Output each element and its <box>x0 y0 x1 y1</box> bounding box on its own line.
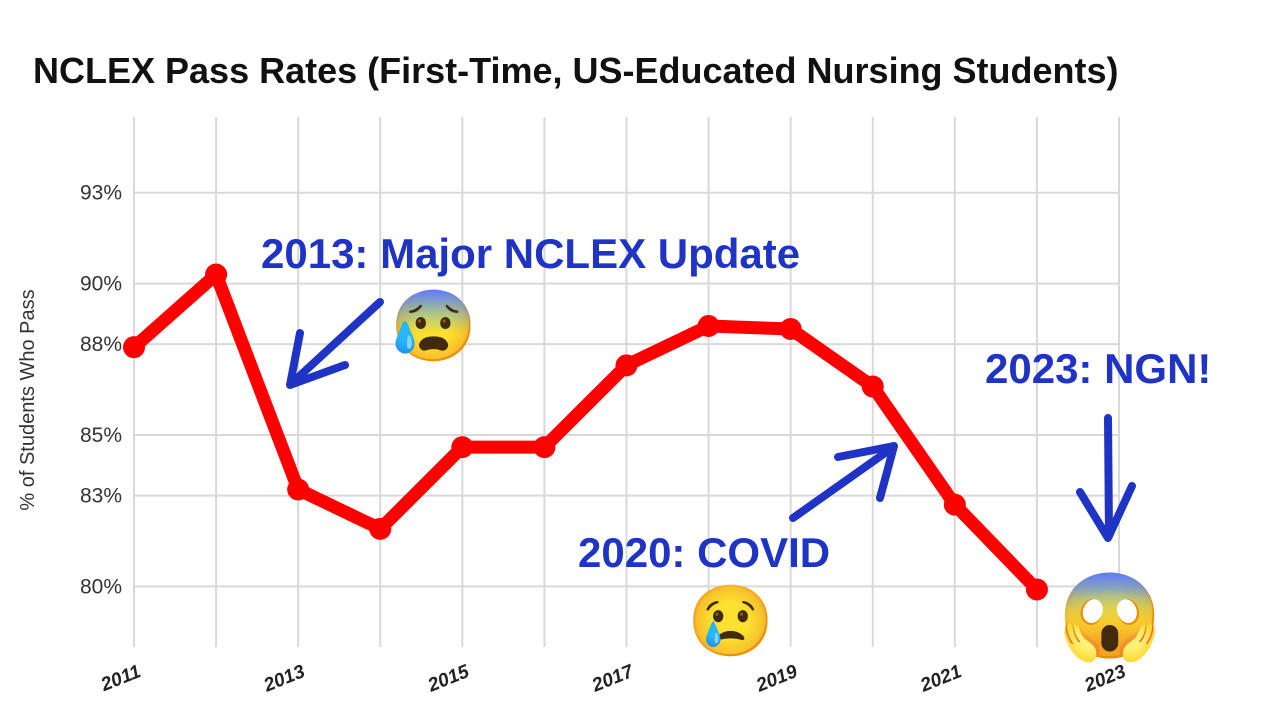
chart-title: NCLEX Pass Rates (First-Time, US-Educate… <box>33 50 1119 91</box>
data-point <box>287 478 310 501</box>
anxious-face-emoji-glyph: 😰 <box>390 287 477 365</box>
annotation-2020-text: 2020: COVID <box>578 529 830 576</box>
y-tick-label: 80% <box>80 575 122 598</box>
series-line <box>127 268 1044 596</box>
x-tick-label: 2015 <box>424 661 472 697</box>
x-tick-label: 2013 <box>260 661 308 697</box>
crying-face-emoji: 😢 <box>687 582 774 660</box>
y-tick-label: 83% <box>80 485 122 508</box>
annotation-2023-text: 2023: NGN! <box>985 345 1211 392</box>
x-tick-label: 2011 <box>97 661 144 696</box>
data-point <box>1025 578 1048 601</box>
data-point <box>205 263 228 286</box>
data-point <box>943 493 966 516</box>
data-point <box>861 375 884 398</box>
data-point <box>533 436 556 459</box>
x-tick-label: 2019 <box>753 661 801 697</box>
data-point <box>451 436 474 459</box>
y-axis-label: % of Students Who Pass <box>17 289 39 510</box>
x-tick-label: 2017 <box>588 661 637 697</box>
annotation-arrow-2013 <box>286 298 384 389</box>
y-tick-label: 88% <box>80 333 122 356</box>
y-tick-label: 90% <box>80 273 122 296</box>
annotation-2013-text: 2013: Major NCLEX Update <box>261 230 800 277</box>
screaming-face-emoji-glyph: 😱 <box>1058 569 1163 666</box>
x-tick-label: 2021 <box>917 661 965 697</box>
series-group <box>123 263 1048 601</box>
annotation-arrow-2020 <box>789 442 898 522</box>
data-point <box>615 354 638 377</box>
x-tick-label: 2023 <box>1081 661 1129 697</box>
x-axis-ticks: 2011 2013 2015 2017 2019 2021 2023 <box>97 661 1129 697</box>
annotation-arrow-2023 <box>1076 414 1136 542</box>
y-tick-label: 93% <box>80 182 122 205</box>
screaming-face-emoji: 😱 <box>1058 569 1163 666</box>
y-axis-ticks: 80% 83% 85% 88% 90% 93% <box>80 182 122 599</box>
data-point <box>369 517 392 540</box>
anxious-face-emoji: 😰 <box>390 287 477 365</box>
crying-face-emoji-glyph: 😢 <box>687 582 774 660</box>
data-point <box>697 314 720 337</box>
data-point <box>123 336 145 359</box>
y-tick-label: 85% <box>80 424 122 447</box>
data-point <box>779 318 802 340</box>
